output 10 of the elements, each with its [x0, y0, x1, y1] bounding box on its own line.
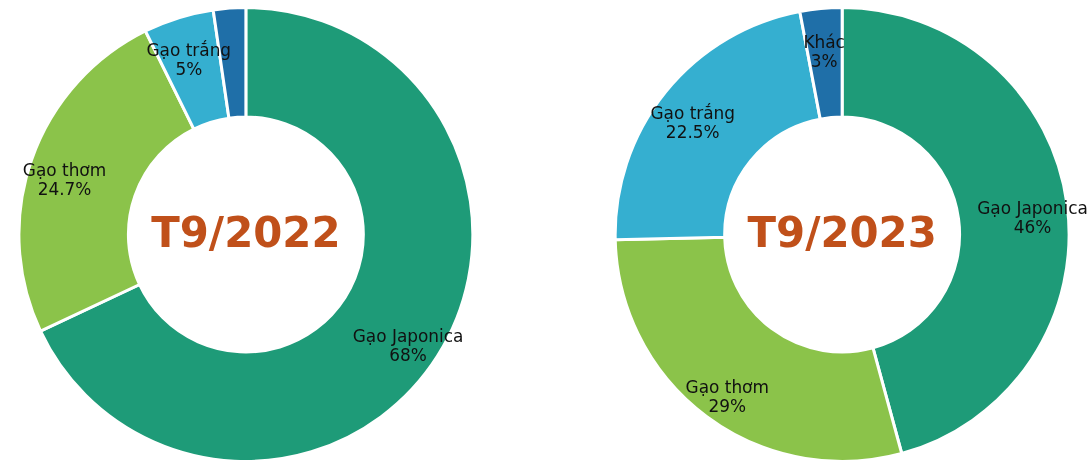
data-label: 29%: [708, 396, 747, 417]
data-label: 22.5%: [665, 121, 720, 142]
text: T9/2023: [747, 208, 937, 258]
data-label: 5%: [175, 58, 203, 79]
text: T9/2022: [151, 208, 341, 258]
data-label: 68%: [389, 345, 427, 366]
data-label: 3%: [810, 51, 838, 72]
data-label: 24.7%: [37, 179, 92, 200]
slice-label: Gạo thơm: [685, 377, 769, 398]
slice-label: Gạo trắng: [650, 102, 736, 123]
